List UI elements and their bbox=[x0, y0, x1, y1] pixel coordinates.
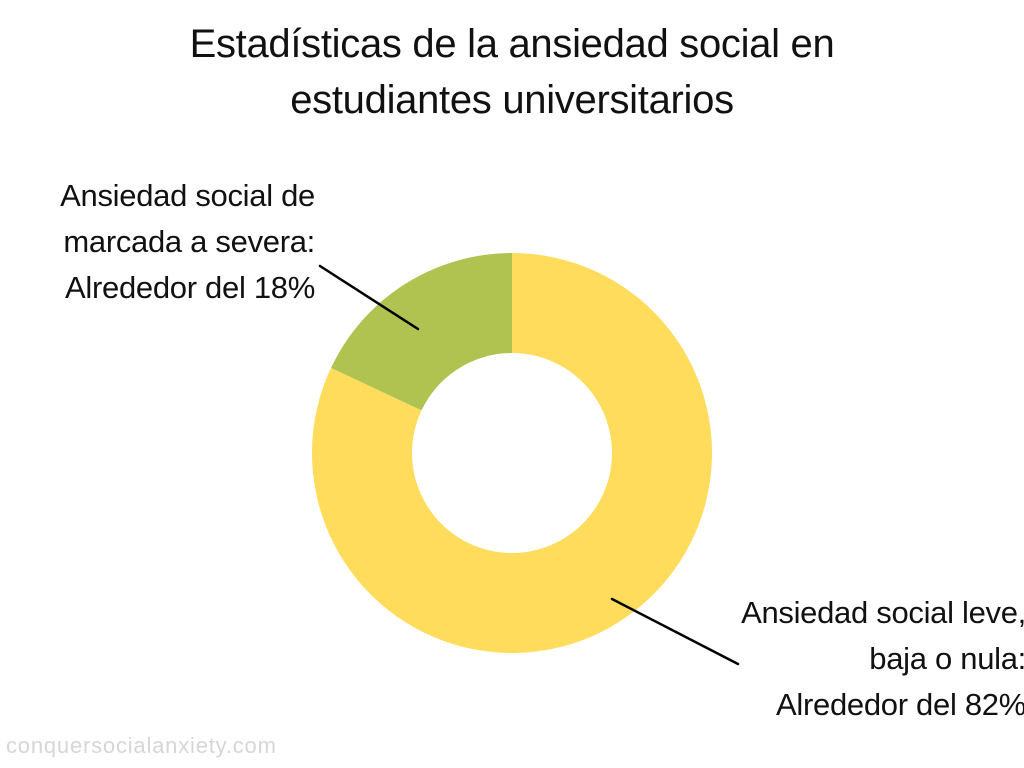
slice-label-mild-line-1: Ansiedad social leve, bbox=[741, 595, 1024, 630]
slice-label-mild-line-3: Alrededor del 82% bbox=[776, 687, 1024, 722]
slice-label-severe: Ansiedad social de marcada a severa: Alr… bbox=[10, 173, 315, 311]
leader-line-mild bbox=[610, 597, 740, 666]
slice-label-severe-line-1: Ansiedad social de bbox=[60, 178, 315, 213]
donut-slice-severe bbox=[331, 253, 512, 411]
slice-label-mild: Ansiedad social leve, baja o nula: Alred… bbox=[700, 590, 1024, 728]
watermark: conquersocialanxiety.com bbox=[6, 733, 277, 758]
leader-line-severe bbox=[318, 264, 420, 331]
chart-title-line-2: estudiantes universitarios bbox=[290, 78, 734, 122]
slice-label-mild-line-2: baja o nula: bbox=[869, 641, 1024, 676]
chart-title: Estadísticas de la ansiedad social en es… bbox=[0, 16, 1024, 128]
chart-title-line-1: Estadísticas de la ansiedad social en bbox=[189, 22, 835, 66]
donut-slices bbox=[312, 253, 712, 653]
slice-label-severe-line-2: marcada a severa: bbox=[63, 224, 315, 259]
slice-label-severe-line-3: Alrededor del 18% bbox=[65, 270, 315, 305]
donut-slice-mild bbox=[312, 253, 712, 653]
